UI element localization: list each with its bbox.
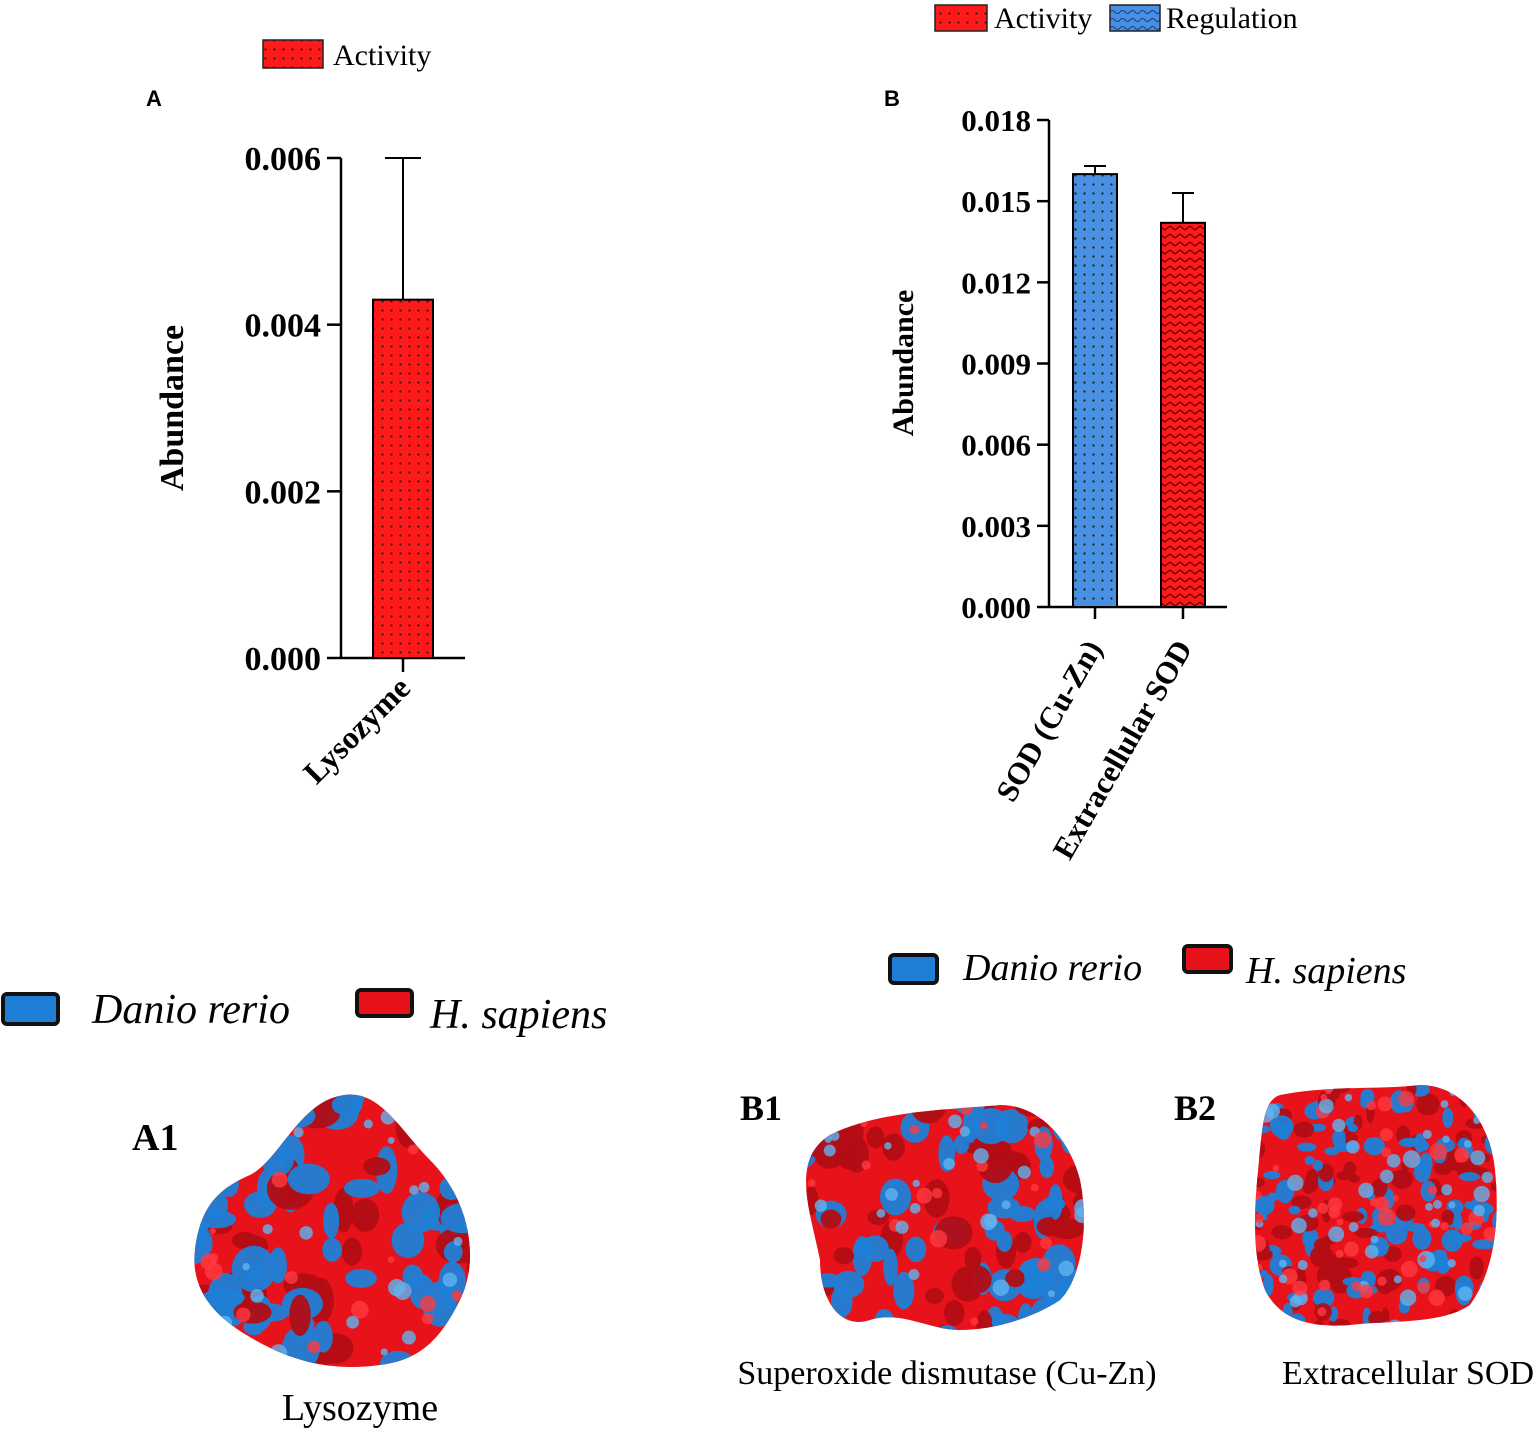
panel-b-ytick-label: 0.003 — [961, 509, 1031, 544]
legend-b: Activity Regulation — [934, 2, 1298, 35]
panel-b-ylabel: Abundance — [887, 290, 920, 437]
panel-a-ylabel: Abundance — [154, 325, 191, 491]
lysozyme-surface-image — [194, 1094, 470, 1368]
panel-b-bars — [1072, 164, 1206, 619]
panel-a-y-ticks: 0.000 0.002 0.004 0.006 — [245, 141, 341, 678]
panel-b-ytick-label: 0.015 — [961, 184, 1031, 219]
legend-b-activity-swatch — [934, 4, 988, 32]
legend-b-regulation-swatch — [1109, 4, 1161, 32]
sapiens-label-right: H. sapiens — [1245, 950, 1406, 992]
panel-a-ytick-label: 0.004 — [245, 308, 322, 345]
structure-b2-caption: Extracellular SOD — [1282, 1355, 1534, 1392]
danio-swatch-left — [1, 992, 60, 1026]
structure-a1-caption: Lysozyme — [282, 1387, 438, 1429]
panel-b-ytick-label: 0.012 — [961, 265, 1031, 300]
panel-b-label: B — [884, 86, 900, 111]
panel-b-ytick-label: 0.006 — [961, 428, 1031, 463]
structure-a1: A1 Lysozyme — [132, 1094, 470, 1429]
structure-b2: B2 Extracellular SOD — [1174, 1085, 1534, 1392]
legend-a: Activity — [262, 39, 431, 72]
legend-a-activity-swatch — [262, 39, 324, 69]
structure-b2-label: B2 — [1174, 1088, 1216, 1128]
sod-cu-zn-surface-image — [806, 1105, 1084, 1330]
panel-a-ytick-label: 0.002 — [245, 474, 322, 511]
sapiens-swatch-left — [355, 988, 414, 1018]
panel-a: A Activity Abundance 0.0000.0020.0040.00… — [146, 39, 465, 790]
panel-a-ytick-label: 0.000 — [245, 641, 322, 678]
danio-label-left: Danio rerio — [91, 987, 290, 1033]
sapiens-label-left: H. sapiens — [429, 992, 607, 1038]
danio-swatch-right — [888, 953, 939, 985]
danio-label-right: Danio rerio — [962, 947, 1142, 989]
species-legend-left: Danio rerio H. sapiens — [1, 987, 607, 1038]
panel-b-y-ticks: 0.000 0.003 0.006 0.009 0.012 0.015 0.018 — [961, 103, 1049, 625]
panel-a-bars — [372, 157, 434, 672]
panel-b-ytick-label: 0.009 — [961, 347, 1031, 382]
structure-b1-caption: Superoxide dismutase (Cu-Zn) — [737, 1355, 1156, 1392]
structure-a1-label: A1 — [132, 1117, 178, 1159]
panel-b: B Activity Regulation Abundance 0.0000.0… — [884, 2, 1298, 865]
panel-b-bar-sod-cu-zn — [1072, 173, 1118, 608]
panel-a-ytick-label: 0.006 — [245, 141, 322, 178]
extracellular-sod-surface-image — [1255, 1085, 1497, 1326]
legend-b-activity-label: Activity — [994, 2, 1092, 35]
panel-a-category-lysozyme: Lysozyme — [296, 669, 417, 790]
panel-b-ytick-label: 0.000 — [961, 590, 1031, 625]
structure-b1-label: B1 — [740, 1088, 782, 1128]
panel-b-bar-extracellular-sod — [1160, 221, 1206, 609]
panel-a-bar-lysozyme — [372, 298, 434, 659]
panel-b-ytick-label: 0.018 — [961, 103, 1031, 138]
panel-a-label: A — [146, 86, 162, 111]
legend-b-regulation-label: Regulation — [1166, 2, 1298, 35]
structure-b1: B1 Superoxide dismutase (Cu-Zn) — [737, 1088, 1156, 1392]
sapiens-swatch-right — [1182, 944, 1233, 974]
species-legend-right: Danio rerio H. sapiens — [888, 944, 1406, 992]
legend-a-activity-label: Activity — [333, 39, 431, 72]
